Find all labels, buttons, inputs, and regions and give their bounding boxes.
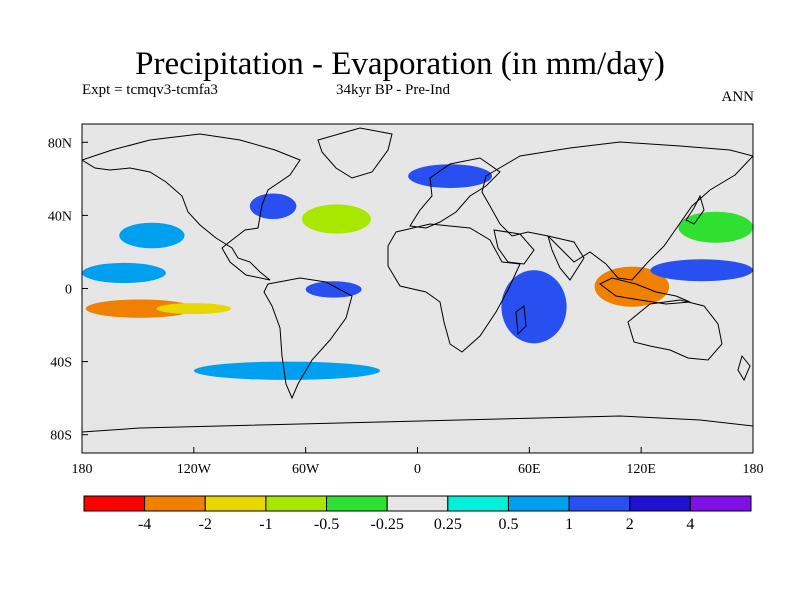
field-region-2 xyxy=(85,299,194,318)
field-region-8 xyxy=(408,164,493,188)
colorbar-swatch xyxy=(265,495,328,512)
period-label: 34kyr BP - Pre-Ind xyxy=(336,82,451,98)
coastline-madagascar xyxy=(515,305,527,336)
colorbar-label: 2 xyxy=(626,516,634,533)
field-region-12 xyxy=(678,211,753,243)
colorbar-label: -4 xyxy=(138,516,151,533)
experiment-label: Expt = tcmqv3-tcmfa3 xyxy=(82,82,218,98)
field-region-5 xyxy=(249,193,297,220)
field-region-10 xyxy=(594,266,670,307)
coastline-australia xyxy=(627,299,723,361)
coastline-new-zealand xyxy=(737,354,751,382)
colorbar-label: -1 xyxy=(259,516,272,533)
colorbar-swatch xyxy=(204,495,267,512)
field-region-1 xyxy=(82,262,166,284)
field-region-11 xyxy=(650,259,753,282)
colorbar-swatch xyxy=(689,495,752,512)
colorbar-label: 1 xyxy=(565,516,573,533)
coastline-africa xyxy=(387,223,521,353)
colorbar-swatch xyxy=(568,495,631,512)
field-region-3 xyxy=(156,303,232,315)
coastline-indonesia xyxy=(599,277,691,305)
field-region-9 xyxy=(501,270,567,344)
x-tick-label: 0 xyxy=(414,462,421,477)
x-tick-label: 180 xyxy=(743,462,764,477)
x-tick-label: 60E xyxy=(518,462,541,477)
colorbar-swatch xyxy=(447,495,509,512)
coastline-asia xyxy=(481,141,753,281)
field-region-13 xyxy=(193,361,381,380)
y-tick-label: 40N xyxy=(48,209,72,224)
colorbar-label: -0.5 xyxy=(314,516,339,533)
colorbar-swatch xyxy=(507,495,570,512)
coastline-japan xyxy=(685,194,705,225)
coastline-europe xyxy=(409,157,501,229)
season-label: ANN xyxy=(721,89,755,105)
colorbar-swatch xyxy=(386,495,449,512)
x-tick-label: 60W xyxy=(292,462,320,477)
coastline-india xyxy=(547,235,585,281)
field-region-4 xyxy=(119,222,185,249)
coastline-north-america xyxy=(82,133,301,281)
colorbar-swatch xyxy=(144,495,206,512)
colorbar-swatch xyxy=(629,495,691,512)
field-region-6 xyxy=(301,204,371,234)
coastline-south-america xyxy=(263,277,353,400)
colorbar-swatch xyxy=(326,495,388,512)
y-tick-label: 80N xyxy=(48,136,72,151)
coastline-arabia xyxy=(493,229,535,265)
colorbar-label: 0.25 xyxy=(434,516,462,533)
colorbar-label: -2 xyxy=(199,516,212,533)
colorbar-label: 4 xyxy=(686,516,694,533)
colorbar-label: -0.25 xyxy=(371,516,404,533)
colorbar-swatch xyxy=(83,495,146,512)
y-tick-label: 40S xyxy=(50,356,72,371)
x-tick-label: 120W xyxy=(177,462,212,477)
x-tick-label: 180 xyxy=(72,462,93,477)
page-title: Precipitation - Evaporation (in mm/day) xyxy=(135,46,665,82)
coastline-antarctica xyxy=(82,415,753,433)
field-region-7 xyxy=(305,281,362,298)
x-tick-label: 120E xyxy=(626,462,656,477)
y-tick-label: 0 xyxy=(65,283,72,298)
coastline-greenland xyxy=(317,127,393,179)
colorbar-label: 0.5 xyxy=(498,516,518,533)
y-tick-label: 80S xyxy=(50,429,72,444)
